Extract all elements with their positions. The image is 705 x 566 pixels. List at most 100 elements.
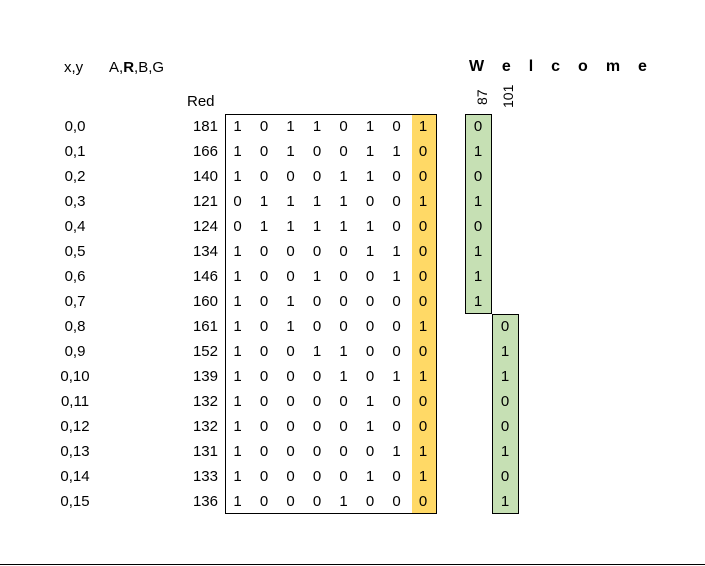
bit-cell: 0 bbox=[312, 318, 322, 335]
bit-cell: 0 bbox=[286, 368, 295, 385]
bit-cell: 1 bbox=[233, 168, 242, 185]
lsb-bit-cell: 1 bbox=[418, 318, 428, 335]
bit-cell: 1 bbox=[365, 118, 375, 135]
lsb-bit-cell: 1 bbox=[418, 118, 428, 135]
bit-cell: 0 bbox=[233, 218, 242, 235]
bit-cell: 0 bbox=[365, 343, 375, 360]
bit-cell: 0 bbox=[392, 393, 401, 410]
char-bit-cell: 1 bbox=[473, 268, 483, 285]
bit-cell: 0 bbox=[259, 168, 269, 185]
bit-cell: 1 bbox=[365, 168, 375, 185]
argb-bg: ,B,G bbox=[134, 59, 165, 76]
coordinate-cell: 0,8 bbox=[64, 318, 86, 335]
red-value-cell: 136 bbox=[192, 493, 218, 510]
argb-a: A, bbox=[109, 59, 124, 76]
bit-cell: 0 bbox=[233, 193, 242, 210]
lsb-bit-cell: 0 bbox=[418, 493, 428, 510]
bit-cell: 0 bbox=[259, 268, 269, 285]
bit-cell: 1 bbox=[233, 143, 242, 160]
bit-cell: 0 bbox=[259, 318, 269, 335]
bit-cell: 0 bbox=[339, 268, 348, 285]
bit-cell: 0 bbox=[286, 493, 295, 510]
coordinate-cell: 0,12 bbox=[60, 418, 90, 435]
red-value-cell: 132 bbox=[192, 418, 218, 435]
bit-cell: 1 bbox=[259, 193, 269, 210]
bit-cell: 1 bbox=[365, 218, 375, 235]
bit-cell: 0 bbox=[312, 143, 322, 160]
bit-cell: 1 bbox=[233, 268, 242, 285]
bit-cell: 0 bbox=[286, 243, 295, 260]
bit-cell: 1 bbox=[286, 193, 295, 210]
bit-cell: 0 bbox=[339, 243, 348, 260]
bit-cell: 0 bbox=[259, 118, 269, 135]
char-bit-cell: 1 bbox=[473, 193, 483, 210]
bit-cell: 0 bbox=[392, 318, 401, 335]
bit-cell: 1 bbox=[339, 343, 348, 360]
bit-cell: 1 bbox=[339, 493, 348, 510]
bit-cell: 1 bbox=[392, 368, 401, 385]
bit-cell: 0 bbox=[339, 443, 348, 460]
coordinate-header: x,y bbox=[64, 59, 84, 76]
bit-cell: 0 bbox=[339, 118, 348, 135]
coordinate-cell: 0,4 bbox=[64, 218, 86, 235]
red-value-cell: 161 bbox=[192, 318, 218, 335]
char-101-bits-box bbox=[492, 314, 519, 514]
argb-r-bold: R bbox=[123, 59, 135, 76]
bit-cell: 0 bbox=[339, 293, 348, 310]
red-value-cell: 133 bbox=[192, 468, 218, 485]
bit-cell: 1 bbox=[312, 218, 322, 235]
lsb-bit-cell: 1 bbox=[418, 443, 428, 460]
bit-cell: 0 bbox=[312, 493, 322, 510]
red-value-cell: 140 bbox=[192, 168, 218, 185]
red-value-cell: 181 bbox=[192, 118, 218, 135]
bit-cell: 0 bbox=[259, 418, 269, 435]
bit-cell: 1 bbox=[312, 193, 322, 210]
bit-cell: 0 bbox=[259, 143, 269, 160]
char-bit-cell: 0 bbox=[500, 393, 510, 410]
bit-cell: 1 bbox=[365, 468, 375, 485]
bit-cell: 0 bbox=[259, 493, 269, 510]
red-value-cell: 152 bbox=[192, 343, 218, 360]
bit-cell: 1 bbox=[233, 318, 242, 335]
red-value-cell: 139 bbox=[192, 368, 218, 385]
bit-cell: 1 bbox=[233, 118, 242, 135]
bit-cell: 1 bbox=[392, 143, 401, 160]
bit-cell: 1 bbox=[233, 343, 242, 360]
bit-cell: 1 bbox=[312, 343, 322, 360]
bit-cell: 0 bbox=[339, 418, 348, 435]
coordinate-cell: 0,1 bbox=[64, 143, 86, 160]
bit-cell: 1 bbox=[365, 243, 375, 260]
coordinate-cell: 0,3 bbox=[64, 193, 86, 210]
lsb-bit-cell: 0 bbox=[418, 418, 428, 435]
bit-cell: 1 bbox=[233, 243, 242, 260]
lsb-bit-cell: 0 bbox=[418, 293, 428, 310]
bit-cell: 0 bbox=[312, 393, 322, 410]
bit-cell: 1 bbox=[392, 268, 401, 285]
red-column-header: Red bbox=[187, 93, 215, 110]
lsb-highlight-column bbox=[412, 114, 437, 514]
bit-cell: 1 bbox=[233, 443, 242, 460]
coordinate-cell: 0,2 bbox=[64, 168, 86, 185]
bit-cell: 1 bbox=[286, 318, 295, 335]
red-value-cell: 146 bbox=[192, 268, 218, 285]
argb-header: A,R,B,G bbox=[109, 59, 164, 76]
bit-cell: 0 bbox=[392, 343, 401, 360]
bit-cell: 0 bbox=[392, 193, 401, 210]
bit-cell: 1 bbox=[233, 368, 242, 385]
bit-cell: 0 bbox=[392, 468, 401, 485]
bit-cell: 0 bbox=[312, 443, 322, 460]
bit-cell: 1 bbox=[365, 393, 375, 410]
lsb-bit-cell: 0 bbox=[418, 168, 428, 185]
lsb-bit-cell: 1 bbox=[418, 368, 428, 385]
char-code-101: 101 bbox=[500, 84, 516, 108]
bit-cell: 1 bbox=[312, 268, 322, 285]
bit-cell: 1 bbox=[233, 293, 242, 310]
lsb-bit-cell: 1 bbox=[418, 468, 428, 485]
red-value-cell: 124 bbox=[192, 218, 218, 235]
bit-grid-border bbox=[225, 114, 437, 514]
red-value-cell: 121 bbox=[192, 193, 218, 210]
lsb-bit-cell: 0 bbox=[418, 218, 428, 235]
bit-cell: 1 bbox=[339, 218, 348, 235]
bit-cell: 0 bbox=[339, 318, 348, 335]
bit-cell: 0 bbox=[392, 218, 401, 235]
